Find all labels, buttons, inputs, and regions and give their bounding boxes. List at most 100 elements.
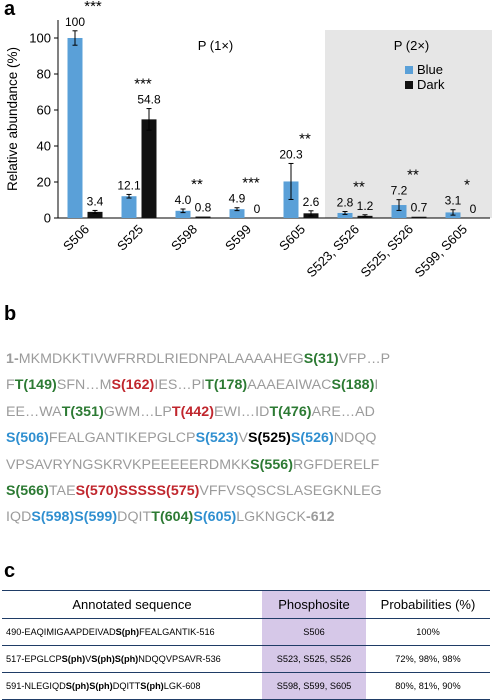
probabilities-cell: 100% xyxy=(366,618,490,646)
sequence-line: IQDS(598)S(599)DQITT(604)S(605)LGKNGCK-6… xyxy=(6,504,492,530)
x-tick-label: S525, S526 xyxy=(357,222,416,281)
panel-label-b: b xyxy=(4,303,17,325)
sequence-segment: TAE xyxy=(48,482,76,499)
sequence-segment: SFN…M xyxy=(56,377,112,394)
sequence-segment: ARE…AD xyxy=(311,403,375,420)
table-row: 591-NLEGIQDS(ph)S(ph)DQITTS(ph)LGK-608 S5… xyxy=(2,672,490,700)
sequence-segment: VFP…P xyxy=(338,351,391,367)
significance-marker: * xyxy=(464,177,470,194)
x-tick-label: S599, S605 xyxy=(411,222,470,281)
bar-dark xyxy=(411,216,427,218)
sequence-segment: VPSAVRYNGSKRVKPEEEEERDMKK xyxy=(6,456,251,473)
sequence-segment: T(604) xyxy=(151,509,194,526)
header-phosphosite: Phosphosite xyxy=(262,590,366,619)
data-label-blue: 3.1 xyxy=(445,194,462,208)
data-label-dark: 0 xyxy=(470,202,477,216)
sequence-text: 490-EAQIMIGAAPDEIVAD xyxy=(6,627,116,637)
sequence-text: 591-NLEGIQD xyxy=(6,681,66,691)
sequence-segment: S(570)SSSSS(575) xyxy=(75,482,200,499)
sequence-segment: AAAEAIWAC xyxy=(247,377,332,394)
sequence-segment: -612 xyxy=(305,509,335,526)
sequence-segment: LGKNGCK xyxy=(236,509,306,526)
table-header-row: Annotated sequence Phosphosite Probabili… xyxy=(2,590,490,619)
x-tick-label: S598 xyxy=(168,222,200,254)
bar-dark xyxy=(141,119,157,218)
significance-marker: *** xyxy=(242,175,260,192)
sequence-text: 517-EPGLCP xyxy=(6,654,62,664)
sequence-segment: S(523) xyxy=(195,430,239,447)
sequence-segment: RGFDERELF xyxy=(293,456,380,473)
sequence-text: V xyxy=(85,654,92,664)
sequence-line: EE…WAT(351)GWM…LPT(442)EWI…IDT(476)ARE…A… xyxy=(6,399,492,425)
panel-label-c: c xyxy=(4,560,16,582)
significance-marker: *** xyxy=(134,76,152,93)
sequence-segment: FEALGANTIKEPGLCP xyxy=(48,430,196,447)
data-label-blue: 7.2 xyxy=(391,184,408,198)
significance-marker: ** xyxy=(191,176,203,193)
x-tick-label: S523, S526 xyxy=(303,222,362,281)
sequence-segment: I xyxy=(374,377,379,394)
bar-dark xyxy=(87,211,103,218)
sequence-segment: F xyxy=(6,377,15,394)
sequence-text: FEALGANTIK-516 xyxy=(139,627,215,637)
y-tick-label: 100 xyxy=(29,31,51,46)
phosphosite-cell: S598, S599, S605 xyxy=(262,672,366,700)
y-axis-label: Relative abundance (%) xyxy=(5,47,20,191)
x-tick-label: S506 xyxy=(60,222,92,254)
sequence-segment: S(526) xyxy=(290,430,334,447)
sequence-segment: T(178) xyxy=(205,377,248,394)
sequence-segment: S(566) xyxy=(6,482,49,499)
sequence-segment: S(506) xyxy=(6,430,49,447)
phosphosite-cell: S506 xyxy=(262,618,366,646)
sequence-segment: S(556) xyxy=(250,456,293,473)
annotated-sequence-cell: 490-EAQIMIGAAPDEIVADS(ph)FEALGANTIK-516 xyxy=(2,618,262,646)
probabilities-cell: 80%, 81%, 90% xyxy=(366,672,490,700)
sequence-segment: T(351) xyxy=(61,403,104,420)
data-label-dark: 1.2 xyxy=(357,199,374,213)
protein-sequence: 1-MKMDKKTIVWFRRDLRIEDNPALAAAAHEGS(31)VFP… xyxy=(6,346,492,531)
sequence-segment: IQD xyxy=(6,509,32,526)
sequence-line: S(506)FEALGANTIKEPGLCPS(523)VS(525)S(526… xyxy=(6,425,492,451)
phosphosite-cell: S523, S525, S526 xyxy=(262,645,366,673)
panel-label-a: a xyxy=(4,0,16,20)
phospho-residue: S(ph)S(ph) xyxy=(65,681,113,691)
data-label-blue: 100 xyxy=(65,15,85,29)
legend-swatch-1 xyxy=(405,81,413,89)
data-label-blue: 4.9 xyxy=(229,192,246,206)
table-row: 517-EPGLCPS(ph)VS(ph)S(ph)NDQQVPSAVR-536… xyxy=(2,645,490,673)
sequence-segment: S(162) xyxy=(111,377,155,394)
sequence-segment: V xyxy=(238,430,248,447)
table-row: 490-EAQIMIGAAPDEIVADS(ph)FEALGANTIK-516 S… xyxy=(2,618,490,646)
sequence-line: S(566)TAES(570)SSSSS(575)VFFVSQSCSLASEGK… xyxy=(6,478,492,504)
data-label-blue: 2.8 xyxy=(337,196,354,210)
phospho-residue: S(ph) xyxy=(140,681,164,691)
significance-marker: ** xyxy=(407,167,419,184)
data-label-dark: 3.4 xyxy=(87,194,104,208)
bar-blue xyxy=(67,38,83,218)
legend-label-0: Blue xyxy=(417,62,443,77)
significance-marker: ** xyxy=(299,130,311,147)
annotated-sequence-cell: 591-NLEGIQDS(ph)S(ph)DQITTS(ph)LGK-608 xyxy=(2,672,262,700)
bar-blue xyxy=(175,210,191,218)
region-label-2x: P (2×) xyxy=(394,38,430,53)
sequence-line: VPSAVRYNGSKRVKPEEEEERDMKKS(556)RGFDERELF xyxy=(6,452,492,478)
y-tick-label: 20 xyxy=(37,175,51,190)
sequence-line: FT(149)SFN…MS(162)IES…PIT(178)AAAEAIWACS… xyxy=(6,372,492,398)
phospho-residue: S(ph) xyxy=(61,654,86,664)
x-tick-label: S605 xyxy=(276,222,308,254)
sequence-segment: EWI…ID xyxy=(213,403,270,420)
sequence-segment: MKMDKKTIVWFRRDLRIEDNPALAAAAHEG xyxy=(18,351,304,367)
data-label-blue: 12.1 xyxy=(117,178,141,192)
data-label-blue: 4.0 xyxy=(175,193,192,207)
sequence-segment: T(476) xyxy=(269,403,312,420)
sequence-segment: IES…PI xyxy=(154,377,206,394)
bar-blue xyxy=(229,209,245,218)
sequence-text: NDQQVPSAVR-536 xyxy=(138,654,221,664)
significance-marker: ** xyxy=(353,179,365,196)
sequence-segment: S(605) xyxy=(193,509,237,526)
legend-label-1: Dark xyxy=(417,77,445,92)
sequence-segment: S(188) xyxy=(331,377,375,394)
phosphosite-table: Annotated sequence Phosphosite Probabili… xyxy=(2,590,490,700)
sequence-text: LGK-608 xyxy=(163,681,201,691)
probabilities-cell: 72%, 98%, 98% xyxy=(366,645,490,673)
